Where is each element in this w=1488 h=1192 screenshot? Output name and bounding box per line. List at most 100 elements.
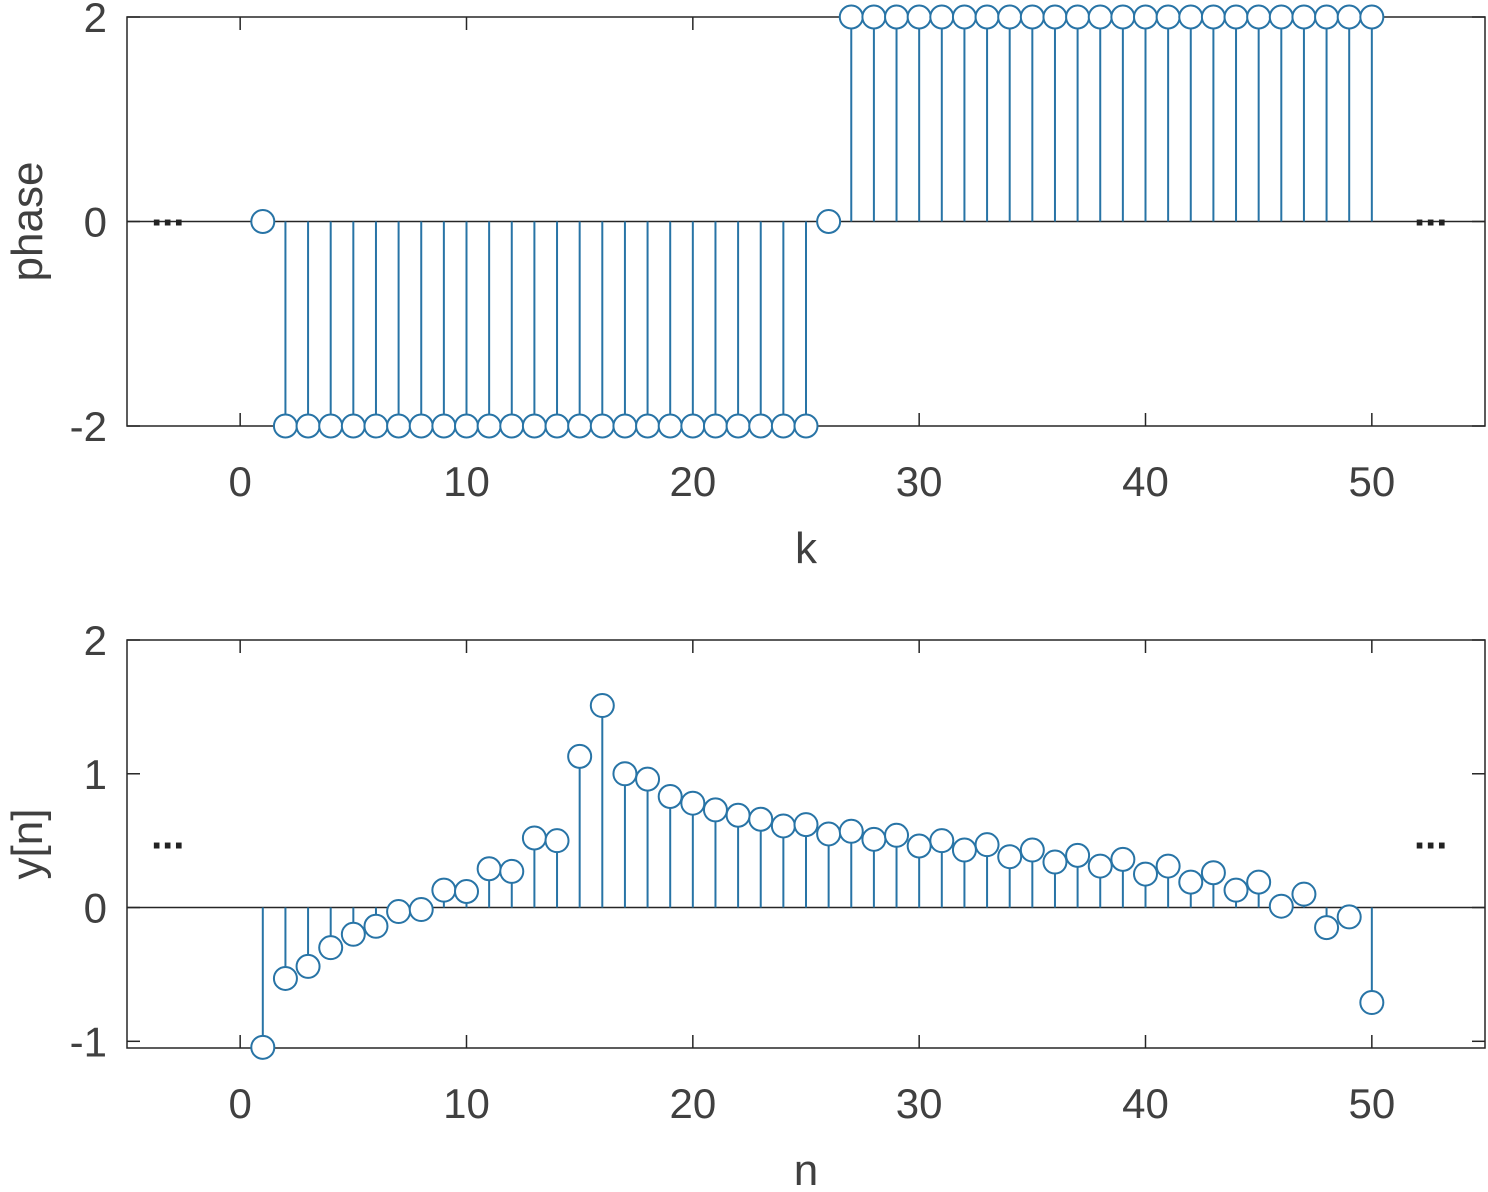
stem-marker: [318, 413, 344, 439]
stem-marker: [1087, 853, 1113, 879]
stem-marker: [1246, 4, 1272, 30]
stem-marker: [363, 413, 389, 439]
stem-marker: [1223, 4, 1249, 30]
stem-marker: [499, 413, 525, 439]
stem-marker: [838, 4, 864, 30]
stem-marker: [816, 209, 842, 234]
stem-marker: [295, 953, 321, 979]
stem-marker: [1314, 915, 1340, 941]
stem-marker: [951, 837, 977, 863]
stem-marker: [635, 413, 661, 439]
stem-marker: [1246, 869, 1272, 895]
stem-marker: [861, 4, 887, 30]
stem-marker: [680, 790, 706, 816]
stem-marker: [1087, 4, 1113, 30]
stem-marker: [408, 413, 434, 439]
stem-marker: [612, 761, 638, 787]
stem-marker: [816, 821, 842, 847]
stem-marker: [250, 1034, 276, 1060]
x-tick-label: 0: [228, 458, 251, 505]
stem-marker: [431, 877, 457, 903]
stem-marker: [1042, 4, 1068, 30]
stem-marker: [635, 766, 661, 792]
stem-marker: [1359, 990, 1385, 1016]
ellipsis-annotation: ...: [151, 814, 184, 858]
stem-marker: [680, 413, 706, 439]
x-tick-label: 30: [896, 458, 943, 505]
stem-marker: [1110, 4, 1136, 30]
y-tick-label: 1: [84, 751, 107, 798]
x-tick-label: 50: [1348, 458, 1395, 505]
stem-marker: [793, 812, 819, 838]
ellipsis-annotation: ...: [151, 191, 184, 235]
x-tick-label: 20: [669, 458, 716, 505]
stem-marker: [725, 802, 751, 828]
stem-marker: [974, 4, 1000, 30]
y-axis-label: y[n]: [3, 809, 52, 880]
stem-marker: [612, 413, 638, 439]
stem-marker: [272, 413, 298, 439]
y-tick-label: 0: [84, 199, 107, 246]
stem-marker: [929, 828, 955, 854]
x-tick-label: 0: [228, 1080, 251, 1127]
stem-marker: [748, 806, 774, 832]
stem-marker: [861, 826, 887, 852]
y-axis-label: phase: [3, 162, 52, 282]
y-tick-label: -2: [70, 403, 107, 450]
stem-marker: [476, 856, 502, 882]
stem-marker: [793, 413, 819, 439]
x-tick-label: 30: [896, 1080, 943, 1127]
stem-marker: [521, 825, 547, 851]
stem-marker: [1178, 4, 1204, 30]
y-tick-label: 0: [84, 885, 107, 932]
stem-marker: [1019, 4, 1045, 30]
stem-marker: [702, 413, 728, 439]
stem-marker: [906, 833, 932, 859]
stem-marker: [589, 413, 615, 439]
stem-marker: [1268, 893, 1294, 919]
axes-box: [126, 639, 1486, 1049]
x-tick-label: 10: [443, 458, 490, 505]
y-tick-label: 2: [84, 0, 107, 41]
stem-marker: [997, 844, 1023, 870]
stem-marker: [1223, 877, 1249, 903]
stem-marker: [1110, 846, 1136, 872]
stem-marker: [929, 4, 955, 30]
stem-marker: [250, 209, 276, 234]
stem-marker: [544, 413, 570, 439]
stem-marker: [499, 858, 525, 884]
stem-marker: [1178, 869, 1204, 895]
stem-marker: [544, 828, 570, 854]
stem-marker: [589, 693, 615, 719]
stem-marker: [1314, 4, 1340, 30]
stem-marker: [454, 878, 479, 904]
stem-marker: [1200, 4, 1226, 30]
y-tick-label: -1: [70, 1018, 107, 1065]
x-tick-label: 10: [443, 1080, 490, 1127]
stem-marker: [476, 413, 502, 439]
stem-marker: [1133, 4, 1158, 30]
x-tick-label: 40: [1122, 458, 1169, 505]
stem-marker: [1336, 904, 1362, 930]
x-tick-label: 20: [669, 1080, 716, 1127]
stem-marker: [1291, 881, 1317, 907]
stem-marker: [725, 413, 751, 439]
stem-marker: [386, 899, 412, 925]
stem-marker: [318, 935, 344, 961]
x-axis-label: n: [794, 1146, 818, 1192]
stem-marker: [748, 413, 774, 439]
stem-marker: [431, 413, 457, 439]
stem-marker: [951, 4, 977, 30]
stem-marker: [884, 4, 910, 30]
stem-marker: [1019, 837, 1045, 863]
ellipsis-annotation: ...: [1414, 814, 1447, 858]
y-tick-label: 2: [84, 617, 107, 664]
stem-marker: [974, 832, 1000, 858]
stem-marker: [657, 413, 683, 439]
stem-marker: [272, 965, 298, 991]
stem-marker: [770, 813, 796, 839]
stem-marker: [770, 413, 796, 439]
x-tick-label: 50: [1348, 1080, 1395, 1127]
stem-marker: [1336, 4, 1362, 30]
stem-marker: [702, 797, 728, 823]
